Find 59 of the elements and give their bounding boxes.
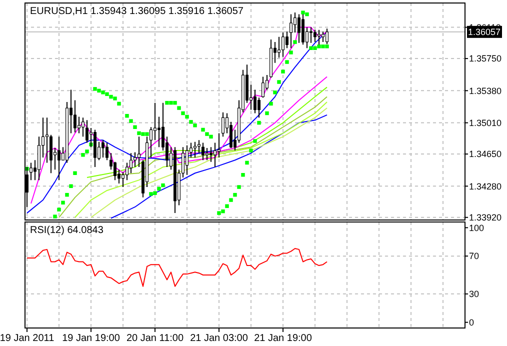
candlestick: [126, 162, 128, 181]
candlestick: [134, 152, 136, 168]
y-tick-label: 1.33920: [469, 212, 502, 223]
y-tick-label: 1.35380: [469, 86, 502, 96]
ref-line-label: 1.36057: [468, 27, 501, 38]
candlestick: [262, 76, 264, 98]
y-tick-label: 1.34650: [469, 149, 502, 160]
candlestick: [58, 136, 60, 181]
x-tick-label: 21 Jan 19:00: [254, 333, 312, 344]
candlestick: [278, 36, 280, 58]
x-tick-label: 19 Jan 19:00: [62, 333, 120, 344]
candlestick: [158, 116, 160, 148]
y-tick-label: 1.35750: [469, 54, 502, 64]
candlestick: [150, 126, 152, 158]
candlestick: [114, 161, 116, 181]
y-tick-label: 70: [469, 251, 480, 262]
candlestick: [218, 132, 220, 158]
y-tick-label: 1.34280: [469, 181, 502, 192]
x-tick-label: 20 Jan 11:00: [126, 333, 184, 344]
chart-title: EURUSD,H1 1.35943 1.36095 1.35916 1.36057: [30, 6, 244, 17]
candlestick: [230, 121, 232, 148]
candlestick: [102, 140, 104, 158]
candlestick: [130, 152, 132, 174]
candlestick: [46, 117, 48, 164]
candlestick: [290, 14, 292, 49]
y-tick-label: 0: [469, 317, 474, 328]
candlestick: [138, 136, 140, 168]
candlestick: [30, 162, 32, 181]
candlestick: [214, 142, 216, 168]
candlestick: [322, 31, 324, 43]
candlestick: [286, 31, 288, 49]
x-tick-label: 21 Jan 03:00: [190, 333, 248, 344]
candlestick: [258, 97, 260, 118]
y-tick-label: 100: [469, 222, 484, 233]
candlestick: [154, 102, 156, 141]
candlestick: [282, 32, 284, 58]
candlestick: [194, 141, 196, 158]
candlestick: [74, 100, 76, 133]
candlestick: [106, 142, 108, 161]
y-tick-label: 30: [469, 289, 480, 300]
y-tick-label: 1.35010: [469, 118, 502, 128]
candlestick: [198, 140, 200, 154]
candlestick: [186, 144, 188, 176]
chart-title: RSI(12) 64.0843: [30, 225, 104, 236]
candlestick: [82, 117, 84, 138]
candlestick: [310, 26, 312, 44]
candlestick: [254, 89, 256, 114]
line-series: [26, 248, 328, 287]
candlestick: [298, 14, 300, 44]
candlestick: [50, 134, 52, 174]
line-series: [86, 86, 328, 178]
candlestick: [202, 142, 204, 161]
candlestick: [78, 116, 80, 134]
candlestick: [326, 28, 328, 45]
x-tick-label: 19 Jan 2011: [0, 333, 55, 344]
candlestick: [86, 120, 88, 144]
candlestick: [294, 12, 296, 34]
candlestick: [222, 112, 224, 138]
candlestick: [314, 29, 316, 43]
